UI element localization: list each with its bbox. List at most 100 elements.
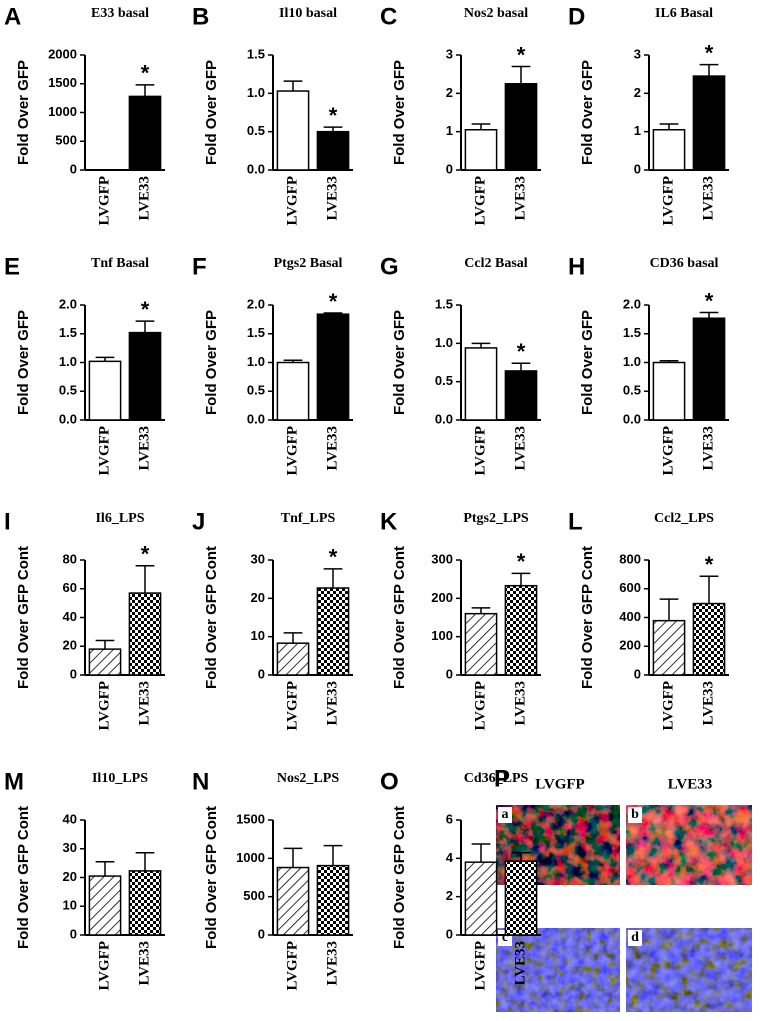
y-tick-label: 600 xyxy=(619,580,641,595)
y-tick-label: 1.5 xyxy=(247,325,265,340)
y-tick-label: 2000 xyxy=(48,46,77,61)
x-tick-label: LVGFP xyxy=(96,176,112,225)
y-tick-label: 30 xyxy=(251,551,265,566)
x-tick-label: LVGFP xyxy=(284,681,300,730)
y-tick-label: 0.5 xyxy=(59,383,77,398)
y-tick-label: 0 xyxy=(446,926,453,941)
bar xyxy=(653,130,684,170)
y-tick-label: 2 xyxy=(446,888,453,903)
x-tick-label: LVE33 xyxy=(324,941,340,985)
x-tick-label: LVGFP xyxy=(96,941,112,990)
significance-mark: * xyxy=(329,289,338,314)
y-tick-label: 60 xyxy=(63,580,77,595)
y-tick-label: 3 xyxy=(634,46,641,61)
bar xyxy=(693,604,724,675)
bar xyxy=(653,621,684,675)
y-tick-label: 0.0 xyxy=(247,161,265,176)
bar xyxy=(277,363,308,421)
y-tick-label: 1000 xyxy=(48,104,77,119)
y-tick-label: 1000 xyxy=(236,850,265,865)
y-tick-label: 0 xyxy=(258,666,265,681)
x-tick-label: LVE33 xyxy=(700,176,716,220)
panel-letter: N xyxy=(192,768,209,795)
chart-title: Il10 basal xyxy=(279,6,337,21)
chart-title: E33 basal xyxy=(91,6,149,21)
y-tick-label: 2.0 xyxy=(247,296,265,311)
y-tick-label: 0 xyxy=(70,161,77,176)
y-tick-label: 1500 xyxy=(236,811,265,826)
bar xyxy=(465,862,496,935)
y-axis-label: Fold Over GFP xyxy=(579,60,596,165)
x-tick-label: LVE33 xyxy=(512,426,528,470)
y-axis-label: Fold Over GFP Cont xyxy=(579,546,596,689)
panel-letter: O xyxy=(380,768,399,795)
x-tick-label: LVGFP xyxy=(284,941,300,990)
x-tick-label: LVGFP xyxy=(660,176,676,225)
y-tick-label: 10 xyxy=(251,628,265,643)
x-tick-label: LVE33 xyxy=(136,176,152,220)
y-tick-label: 1.5 xyxy=(435,296,453,311)
y-tick-label: 80 xyxy=(63,551,77,566)
y-tick-label: 2.0 xyxy=(59,296,77,311)
panel-letter: M xyxy=(4,768,24,795)
chart-title: Nos2_LPS xyxy=(277,771,339,786)
y-tick-label: 1.5 xyxy=(59,325,77,340)
chart-title: Tnf_LPS xyxy=(281,511,336,526)
bar xyxy=(89,361,120,420)
bar xyxy=(465,614,496,675)
y-axis-label: Fold Over GFP xyxy=(15,310,32,415)
x-tick-label: LVGFP xyxy=(472,681,488,730)
bar xyxy=(505,586,536,675)
y-tick-label: 0 xyxy=(70,926,77,941)
chart-title: Nos2 basal xyxy=(464,6,528,21)
panel-letter: L xyxy=(568,508,583,535)
bar xyxy=(89,876,120,935)
bar xyxy=(653,363,684,421)
y-tick-label: 200 xyxy=(619,638,641,653)
panel-letter: A xyxy=(4,3,21,30)
bar xyxy=(89,649,120,675)
y-tick-label: 0.5 xyxy=(247,123,265,138)
column-label: LVGFP xyxy=(535,776,584,792)
bar xyxy=(693,318,724,420)
y-tick-label: 2.0 xyxy=(623,296,641,311)
y-axis-label: Fold Over GFP xyxy=(391,310,408,415)
y-axis-label: Fold Over GFP Cont xyxy=(203,546,220,689)
chart-title: Ccl2 Basal xyxy=(464,256,528,271)
y-tick-label: 0.5 xyxy=(247,383,265,398)
y-tick-label: 500 xyxy=(243,888,265,903)
y-tick-label: 0.5 xyxy=(623,383,641,398)
x-tick-label: LVGFP xyxy=(472,426,488,475)
bar xyxy=(505,861,536,935)
y-tick-label: 6 xyxy=(446,811,453,826)
y-axis-label: Fold Over GFP xyxy=(203,60,220,165)
micrograph xyxy=(626,805,752,885)
bar xyxy=(129,96,160,170)
column-label: LVE33 xyxy=(668,776,712,792)
y-tick-label: 0 xyxy=(634,666,641,681)
image-label: b xyxy=(631,807,639,822)
y-axis-label: Fold Over GFP Cont xyxy=(391,806,408,949)
y-tick-label: 1.0 xyxy=(623,354,641,369)
bar xyxy=(277,643,308,675)
chart-title: Ccl2_LPS xyxy=(654,511,714,526)
y-tick-label: 1500 xyxy=(48,75,77,90)
bar xyxy=(277,868,308,935)
y-tick-label: 20 xyxy=(63,638,77,653)
x-tick-label: LVGFP xyxy=(472,941,488,990)
y-tick-label: 1 xyxy=(446,123,453,138)
chart-title: Il6_LPS xyxy=(95,511,144,526)
x-tick-label: LVE33 xyxy=(700,681,716,725)
x-tick-label: LVGFP xyxy=(96,426,112,475)
bar xyxy=(129,593,160,675)
y-tick-label: 200 xyxy=(431,590,453,605)
y-tick-label: 1.0 xyxy=(435,335,453,350)
panel-letter: I xyxy=(4,508,11,535)
significance-mark: * xyxy=(517,42,526,67)
